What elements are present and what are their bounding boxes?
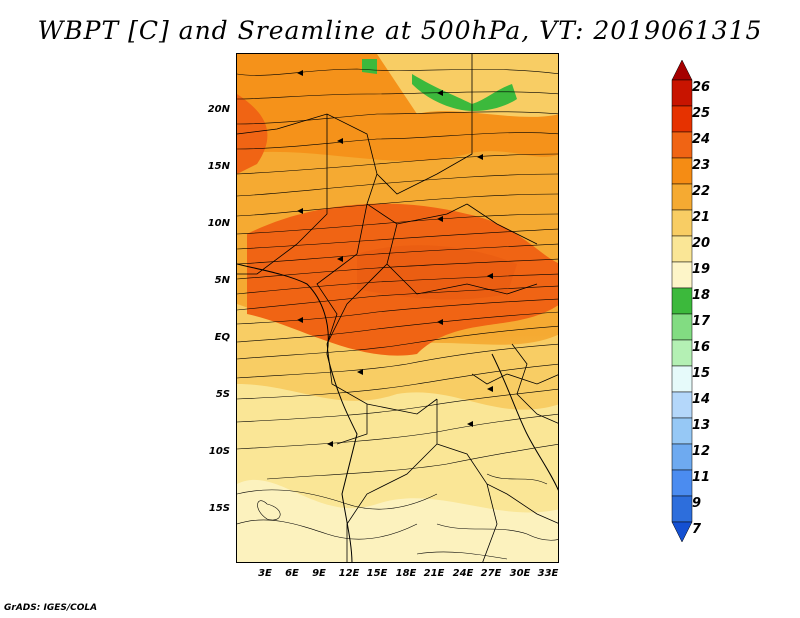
colorbar-swatch-16 <box>671 469 693 497</box>
colorbar-label-22: 22 <box>692 184 711 199</box>
coastline <box>237 263 558 562</box>
map-title: WBPT [C] and Sreamline at 500hPa, VT: 20… <box>37 16 763 45</box>
wbpt-band-22c-core <box>357 245 517 300</box>
wbpt-band-18c <box>237 479 558 562</box>
lon-label-6e: 6E <box>285 568 299 579</box>
lat-label-10n: 10N <box>207 218 230 229</box>
colorbar-swatch-10 <box>671 313 693 341</box>
colorbar-swatch-8 <box>671 261 693 289</box>
credit-text: GrADS: IGES/COLA <box>4 603 98 613</box>
lat-label-eq: EQ <box>214 332 230 343</box>
colorbar-label-21: 21 <box>692 210 711 225</box>
colorbar-label-26: 26 <box>692 80 711 95</box>
colorbar-label-12: 12 <box>692 444 711 459</box>
streamline-arrows <box>297 70 493 447</box>
colorbar-label-7: 7 <box>692 522 702 537</box>
lat-label-10s: 10S <box>208 446 230 457</box>
lon-label-24e: 24E <box>452 568 474 579</box>
colorbar-label-23: 23 <box>692 158 711 173</box>
colorbar-swatch-3 <box>671 131 693 159</box>
colorbar-label-19: 19 <box>692 262 711 277</box>
lon-label-30e: 30E <box>509 568 531 579</box>
colorbar-label-14: 14 <box>692 392 711 407</box>
colorbar-swatch-11 <box>671 339 693 367</box>
colorbar-swatch-1 <box>671 79 693 107</box>
streamlines <box>237 68 558 560</box>
colorbar-label-25: 25 <box>692 106 711 121</box>
colorbar-label-11: 11 <box>692 470 711 485</box>
lat-label-5s: 5S <box>215 389 230 400</box>
lat-label-15s: 15S <box>208 503 230 514</box>
colorbar-swatch-0 <box>671 60 693 81</box>
colorbar-swatch-2 <box>671 105 693 133</box>
colorbar-swatch-4 <box>671 157 693 185</box>
colorbar-segments <box>671 60 693 543</box>
lon-label-12e: 12E <box>338 568 360 579</box>
lon-label-33e: 33E <box>537 568 559 579</box>
colorbar-swatch-12 <box>671 365 693 393</box>
colorbar-label-9: 9 <box>692 496 702 511</box>
colorbar <box>671 60 693 543</box>
colorbar-swatch-6 <box>671 209 693 237</box>
lat-label-15n: 15N <box>207 161 230 172</box>
lon-label-27e: 27E <box>480 568 502 579</box>
country-borders <box>237 54 558 562</box>
lon-label-15e: 15E <box>366 568 388 579</box>
wbpt-streamline-map[interactable] <box>237 54 559 563</box>
colorbar-label-16: 16 <box>692 340 711 355</box>
lon-label-18e: 18E <box>395 568 417 579</box>
lon-label-3e: 3E <box>258 568 272 579</box>
colorbar-swatch-14 <box>671 417 693 445</box>
colorbar-swatch-18 <box>671 521 693 543</box>
wbpt-band-17c-green-small <box>362 59 377 74</box>
colorbar-label-17: 17 <box>692 314 711 329</box>
wbpt-band-17c-green <box>412 74 517 111</box>
colorbar-swatch-5 <box>671 183 693 211</box>
wbpt-band-22c-west <box>237 94 268 174</box>
colorbar-label-15: 15 <box>692 366 711 381</box>
colorbar-swatch-9 <box>671 287 693 315</box>
lon-label-21e: 21E <box>423 568 445 579</box>
lon-label-9e: 9E <box>312 568 326 579</box>
colorbar-swatch-7 <box>671 235 693 263</box>
map-panel[interactable] <box>236 53 559 563</box>
colorbar-label-24: 24 <box>692 132 711 147</box>
lat-label-5n: 5N <box>214 275 230 286</box>
colorbar-label-20: 20 <box>692 236 711 251</box>
colorbar-label-18: 18 <box>692 288 711 303</box>
colorbar-swatch-15 <box>671 443 693 471</box>
lat-label-20n: 20N <box>207 104 230 115</box>
colorbar-swatch-13 <box>671 391 693 419</box>
colorbar-label-13: 13 <box>692 418 711 433</box>
colorbar-swatch-17 <box>671 495 693 523</box>
